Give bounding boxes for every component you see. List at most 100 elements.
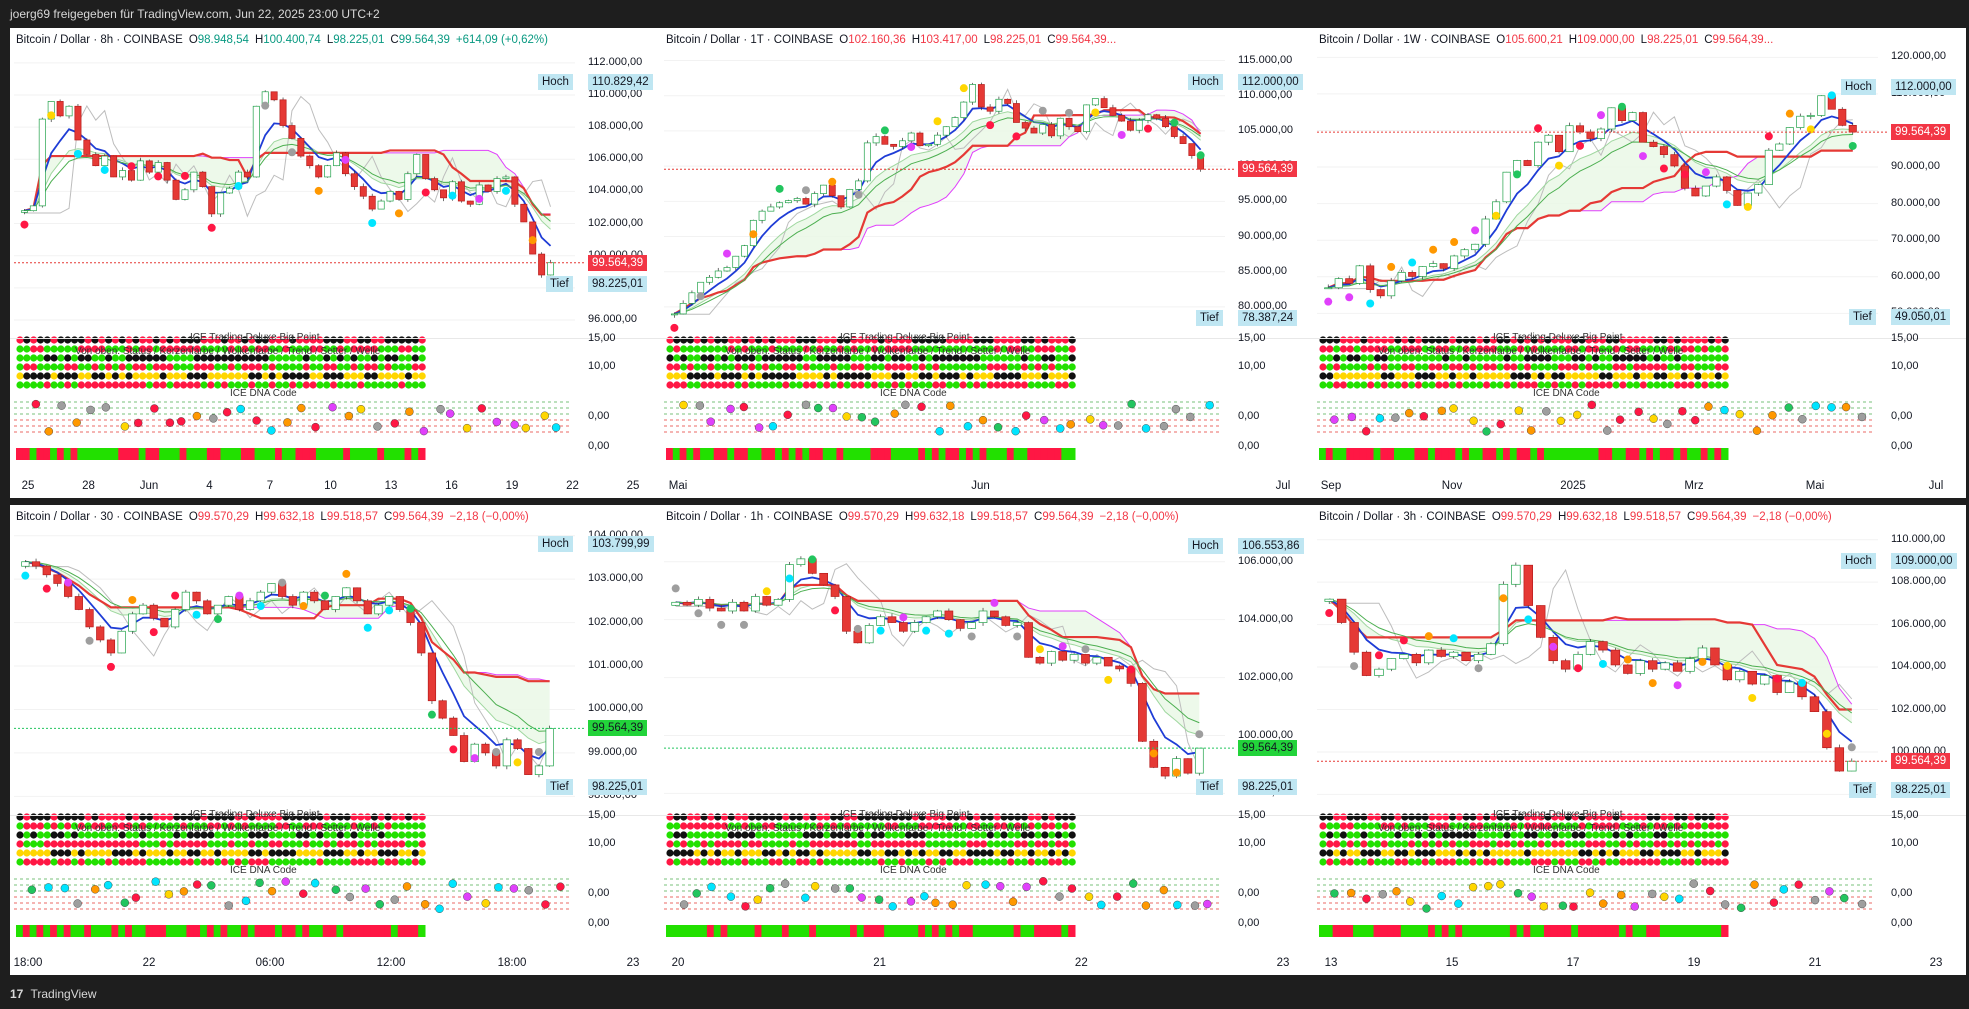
candle[interactable] [224, 595, 233, 608]
candle[interactable] [413, 153, 421, 177]
candle[interactable] [1376, 288, 1385, 299]
candle[interactable] [1610, 647, 1621, 667]
candle[interactable] [310, 589, 319, 604]
candle[interactable] [1118, 113, 1126, 122]
candle[interactable] [881, 135, 889, 145]
candle[interactable] [270, 91, 278, 102]
candle[interactable] [1046, 650, 1056, 666]
candle[interactable] [967, 622, 976, 629]
candle[interactable] [1127, 117, 1134, 132]
candle[interactable] [899, 620, 908, 633]
candle[interactable] [1092, 656, 1102, 666]
candle[interactable] [1502, 171, 1511, 204]
candle[interactable] [1648, 658, 1658, 673]
price-chart-svg[interactable] [1313, 505, 1966, 975]
candle[interactable] [21, 560, 30, 569]
candle[interactable] [1847, 758, 1857, 772]
candle[interactable] [208, 186, 216, 217]
candle[interactable] [1628, 111, 1637, 122]
candle[interactable] [56, 99, 64, 118]
candle[interactable] [960, 101, 968, 121]
candle[interactable] [773, 598, 783, 606]
tradingview-brand[interactable]: TradingView [30, 987, 97, 1001]
candle[interactable] [502, 737, 511, 770]
candle[interactable] [1418, 266, 1427, 280]
candle[interactable] [306, 154, 314, 169]
candle[interactable] [1544, 133, 1553, 146]
candle[interactable] [256, 590, 265, 603]
candle[interactable] [1081, 654, 1090, 666]
candle[interactable] [385, 596, 394, 609]
candle[interactable] [374, 603, 383, 616]
candle[interactable] [1436, 646, 1446, 658]
candle[interactable] [481, 742, 490, 756]
chart-panel[interactable]: Bitcoin / Dollar · 8h · COINBASE O98.948,… [10, 28, 663, 498]
candle[interactable] [1103, 656, 1113, 667]
candle[interactable] [1759, 674, 1770, 686]
candle[interactable] [732, 255, 740, 271]
candle[interactable] [513, 738, 522, 750]
candle[interactable] [534, 764, 544, 778]
candle[interactable] [368, 193, 376, 212]
candle[interactable] [417, 621, 426, 656]
candle[interactable] [117, 630, 126, 654]
candle[interactable] [855, 178, 862, 190]
price-chart-svg[interactable] [10, 505, 663, 975]
candle[interactable] [1069, 652, 1079, 664]
candle[interactable] [92, 152, 100, 167]
chart-panel[interactable]: Bitcoin / Dollar · 3h · COINBASE O99.570,… [1313, 505, 1966, 975]
candle[interactable] [1179, 133, 1187, 144]
candle[interactable] [65, 105, 73, 119]
candle[interactable] [160, 617, 169, 628]
candle[interactable] [1733, 189, 1742, 206]
candle[interactable] [315, 164, 323, 179]
candle[interactable] [767, 203, 775, 212]
candle[interactable] [728, 599, 737, 614]
candle[interactable] [890, 143, 898, 150]
candle[interactable] [1473, 652, 1484, 664]
candle[interactable] [438, 699, 447, 720]
candle[interactable] [1834, 744, 1845, 772]
candle[interactable] [136, 157, 144, 181]
candle[interactable] [1585, 639, 1596, 656]
candle[interactable] [741, 244, 748, 258]
candle[interactable] [267, 583, 276, 596]
candle[interactable] [181, 589, 190, 612]
candle[interactable] [1838, 107, 1847, 127]
candle[interactable] [1596, 127, 1606, 142]
price-chart-svg[interactable] [10, 28, 663, 498]
candle[interactable] [762, 596, 772, 607]
candle[interactable] [1115, 664, 1124, 672]
candle[interactable] [502, 174, 510, 182]
candle[interactable] [1511, 562, 1521, 588]
candle[interactable] [978, 607, 988, 626]
candle[interactable] [440, 189, 448, 202]
candle[interactable] [1153, 113, 1161, 121]
candle[interactable] [1194, 747, 1204, 776]
candle[interactable] [1355, 264, 1364, 285]
candle[interactable] [1386, 658, 1397, 672]
candle[interactable] [1822, 708, 1832, 750]
candle[interactable] [520, 203, 528, 223]
candle[interactable] [1486, 642, 1496, 656]
candle[interactable] [670, 312, 678, 318]
candle[interactable] [739, 600, 749, 612]
candle[interactable] [1083, 104, 1091, 134]
candle[interactable] [1659, 144, 1668, 158]
candle[interactable] [171, 607, 180, 629]
candle[interactable] [714, 267, 722, 279]
candle[interactable] [1374, 667, 1384, 678]
candle[interactable] [907, 131, 915, 144]
candle[interactable] [511, 176, 519, 208]
candle[interactable] [395, 190, 403, 201]
candle[interactable] [706, 275, 713, 285]
candle[interactable] [1565, 122, 1574, 153]
chart-panel[interactable]: Bitcoin / Dollar · 1W · COINBASE O105.600… [1313, 28, 1966, 498]
candle[interactable] [819, 572, 829, 586]
candle[interactable] [751, 593, 760, 613]
candle[interactable] [217, 192, 225, 217]
candle[interactable] [243, 169, 251, 180]
candle[interactable] [1324, 598, 1334, 604]
candle[interactable] [466, 200, 474, 207]
candle[interactable] [1188, 143, 1196, 159]
